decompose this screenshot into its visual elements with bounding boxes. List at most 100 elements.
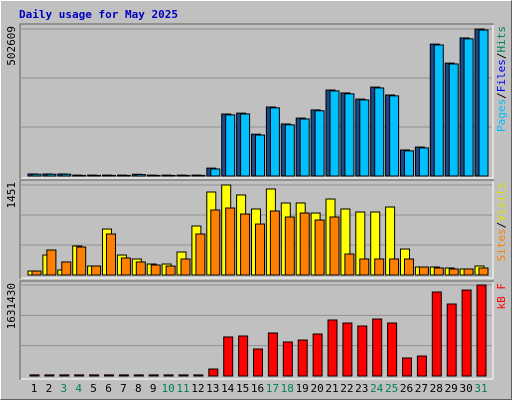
bar bbox=[329, 216, 340, 276]
bar bbox=[446, 303, 457, 377]
bar bbox=[253, 348, 263, 377]
legend-text: Visits bbox=[495, 182, 508, 222]
y-tick-label: 502609 bbox=[5, 26, 18, 66]
x-tick-label: 26 bbox=[400, 382, 413, 395]
bar bbox=[106, 233, 116, 276]
chart-title: Daily usage for May 2025 bbox=[19, 8, 178, 21]
bar bbox=[374, 258, 385, 276]
legend-text: Files bbox=[495, 59, 508, 92]
bar bbox=[150, 174, 161, 177]
bar bbox=[76, 246, 87, 276]
x-tick-label: 4 bbox=[75, 382, 82, 395]
bar bbox=[418, 266, 429, 276]
bar bbox=[476, 284, 487, 377]
panel-bevel bbox=[21, 181, 494, 279]
legend-text: Sites bbox=[495, 228, 508, 261]
bar bbox=[91, 265, 102, 276]
bar bbox=[342, 322, 353, 377]
bar bbox=[284, 216, 295, 276]
bar bbox=[433, 44, 444, 177]
bar bbox=[61, 173, 72, 177]
bar bbox=[240, 113, 251, 177]
bar bbox=[431, 291, 442, 377]
x-tick-label: 27 bbox=[415, 382, 428, 395]
bar bbox=[120, 257, 131, 276]
bar bbox=[165, 265, 176, 276]
legend: kB F bbox=[495, 283, 508, 310]
bar bbox=[76, 174, 87, 177]
legend: Sites/Visits bbox=[495, 182, 508, 262]
x-tick-label: 15 bbox=[236, 382, 249, 395]
bar bbox=[150, 264, 161, 276]
bar bbox=[267, 332, 278, 377]
y-tick-label: 1631430 bbox=[5, 283, 18, 329]
x-tick-label: 10 bbox=[161, 382, 174, 395]
bar bbox=[193, 374, 204, 377]
bar bbox=[59, 374, 70, 377]
x-tick-label: 16 bbox=[251, 382, 264, 395]
x-tick-label: 3 bbox=[60, 382, 67, 395]
panel-bevel bbox=[21, 25, 494, 179]
bar bbox=[91, 174, 102, 177]
bar bbox=[389, 258, 400, 276]
legend-text: / bbox=[495, 222, 508, 229]
x-tick-label: 29 bbox=[445, 382, 458, 395]
bar bbox=[402, 357, 412, 377]
x-tick-label: 6 bbox=[105, 382, 112, 395]
legend-text: Pages bbox=[495, 99, 508, 132]
bar bbox=[240, 213, 251, 276]
legend-text: kB F bbox=[495, 283, 508, 310]
bar bbox=[225, 207, 236, 276]
bar bbox=[133, 374, 144, 377]
bar bbox=[208, 368, 219, 377]
bar bbox=[433, 267, 444, 276]
bar bbox=[463, 38, 474, 177]
x-tick-label: 20 bbox=[310, 382, 323, 395]
bar bbox=[104, 374, 114, 377]
bar bbox=[387, 322, 398, 377]
bar bbox=[344, 93, 355, 177]
panel-bevel bbox=[21, 282, 494, 380]
bar bbox=[463, 268, 474, 276]
bar bbox=[255, 134, 265, 177]
bar bbox=[269, 107, 280, 177]
bar bbox=[210, 209, 221, 276]
bar bbox=[31, 270, 42, 276]
x-tick-label: 25 bbox=[385, 382, 398, 395]
x-tick-label: 24 bbox=[370, 382, 384, 395]
bar bbox=[255, 223, 265, 276]
bar bbox=[299, 118, 310, 177]
bar bbox=[314, 219, 325, 276]
bar bbox=[404, 258, 414, 276]
x-tick-label: 17 bbox=[266, 382, 279, 395]
bar bbox=[225, 114, 236, 177]
x-tick-label: 5 bbox=[90, 382, 97, 395]
x-tick-label: 1 bbox=[31, 382, 38, 395]
bar bbox=[135, 261, 146, 276]
x-tick-label: 21 bbox=[325, 382, 338, 395]
bar bbox=[46, 173, 57, 177]
bar bbox=[165, 174, 176, 177]
bar bbox=[148, 374, 159, 377]
x-tick-label: 14 bbox=[221, 382, 235, 395]
bar bbox=[478, 267, 489, 276]
bar bbox=[312, 333, 323, 377]
bar bbox=[389, 95, 400, 177]
bar bbox=[327, 319, 338, 377]
x-tick-label: 30 bbox=[459, 382, 472, 395]
x-tick-label: 23 bbox=[355, 382, 368, 395]
bar bbox=[46, 249, 57, 276]
bar bbox=[61, 261, 72, 276]
bar bbox=[416, 355, 427, 377]
legend-text: / bbox=[495, 53, 508, 60]
bar bbox=[180, 258, 191, 276]
bar bbox=[284, 124, 295, 177]
legend-text: Hits bbox=[495, 26, 508, 53]
bar bbox=[478, 29, 489, 177]
x-tick-label: 22 bbox=[340, 382, 353, 395]
bar bbox=[448, 268, 459, 276]
bar bbox=[180, 174, 191, 177]
bar bbox=[223, 336, 234, 377]
